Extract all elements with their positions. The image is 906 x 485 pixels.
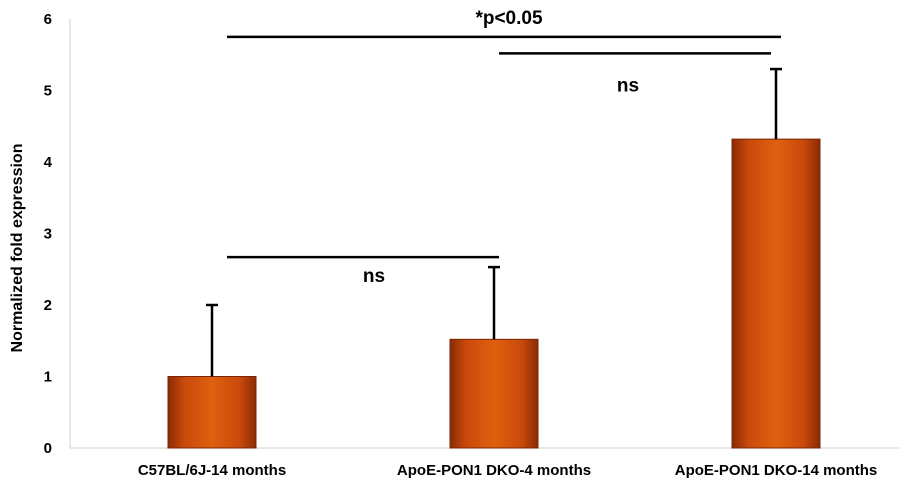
bar [449, 338, 539, 449]
y-tick-label: 0 [44, 440, 52, 457]
y-tick-label: 3 [44, 226, 52, 243]
y-tick-label: 4 [44, 154, 53, 171]
significance-annotations: *p<0.05 ns ns [227, 8, 781, 287]
y-tick-label: 1 [44, 369, 52, 386]
x-tick-label: C57BL/6J-14 months [138, 462, 286, 479]
significance-label: ns [617, 75, 639, 96]
significance-label: ns [363, 266, 385, 287]
y-tick-label: 2 [44, 297, 52, 314]
y-tick-label: 6 [44, 11, 52, 28]
significance-label: *p<0.05 [475, 8, 543, 29]
x-tick-label: ApoE-PON1 DKO-4 months [397, 462, 591, 479]
y-tick-label: 5 [44, 83, 52, 100]
bars [167, 138, 821, 449]
bar [167, 376, 257, 449]
error-bars [206, 67, 782, 377]
y-axis-label: Normalized fold expression [9, 144, 26, 353]
x-tick-label: ApoE-PON1 DKO-14 months [675, 462, 878, 479]
bar [731, 138, 821, 449]
